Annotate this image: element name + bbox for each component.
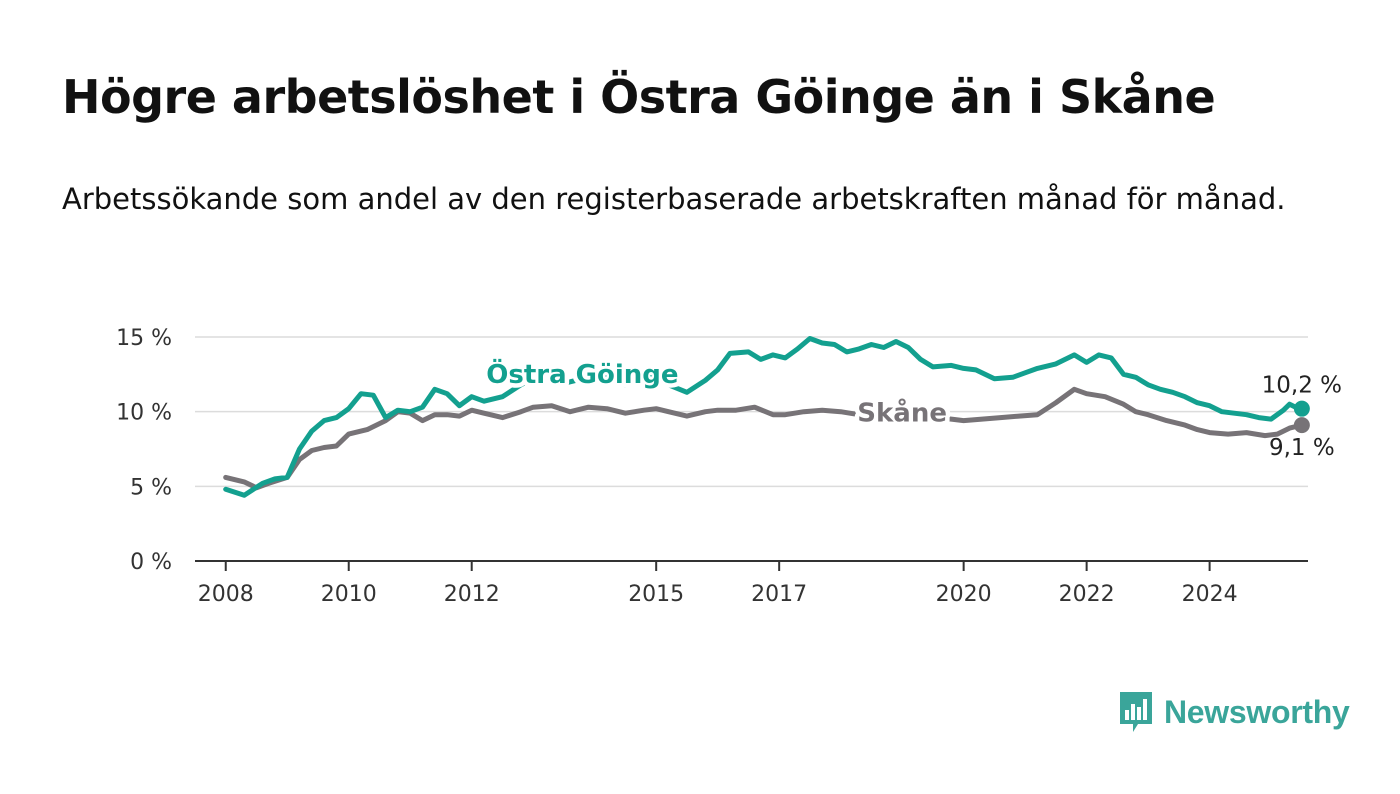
chart-title: Högre arbetslöshet i Östra Göinge än i S… [62,70,1216,124]
series-line-skane [223,386,1305,491]
end-value-label: 9,1 % [1269,435,1335,461]
y-tick-label: 0 % [130,550,172,575]
x-tick-label: 2022 [1059,582,1115,607]
series-label-halo: Skåne [857,397,947,429]
end-marker [1293,417,1310,434]
x-tick-label: 2012 [444,582,500,607]
series-label-halo: Östra Göinge [486,357,678,390]
y-tick-label: 10 % [116,401,172,426]
y-tick-label: 15 % [116,326,172,351]
x-tick-label: 2015 [628,582,684,607]
end-marker [1293,400,1310,417]
x-tick-label: 2008 [198,582,254,607]
x-axis-ticks: 2008 2010 2012 2015 2017 2020 2022 2024 [198,561,1238,607]
series-line-ostra-goinge [223,336,1305,498]
x-tick-label: 2017 [751,582,807,607]
gridlines [195,336,1308,562]
x-tick-label: 2010 [321,582,377,607]
series-label: Skåne [857,397,947,429]
chart-subtitle: Arbetssökande som andel av den registerb… [62,182,1286,216]
y-tick-label: 5 % [130,475,172,500]
series-label: Östra Göinge [486,357,678,390]
y-axis-ticks: 0 % 5 % 10 % 15 % [116,326,172,575]
newsworthy-logo-icon [1120,692,1152,732]
x-tick-label: 2020 [936,582,992,607]
newsworthy-logo[interactable]: Newsworthy [1118,690,1350,734]
newsworthy-logo-text: Newsworthy [1164,693,1350,730]
x-tick-label: 2024 [1182,582,1238,607]
end-value-label: 10,2 % [1262,373,1342,399]
series-lines [223,336,1305,498]
